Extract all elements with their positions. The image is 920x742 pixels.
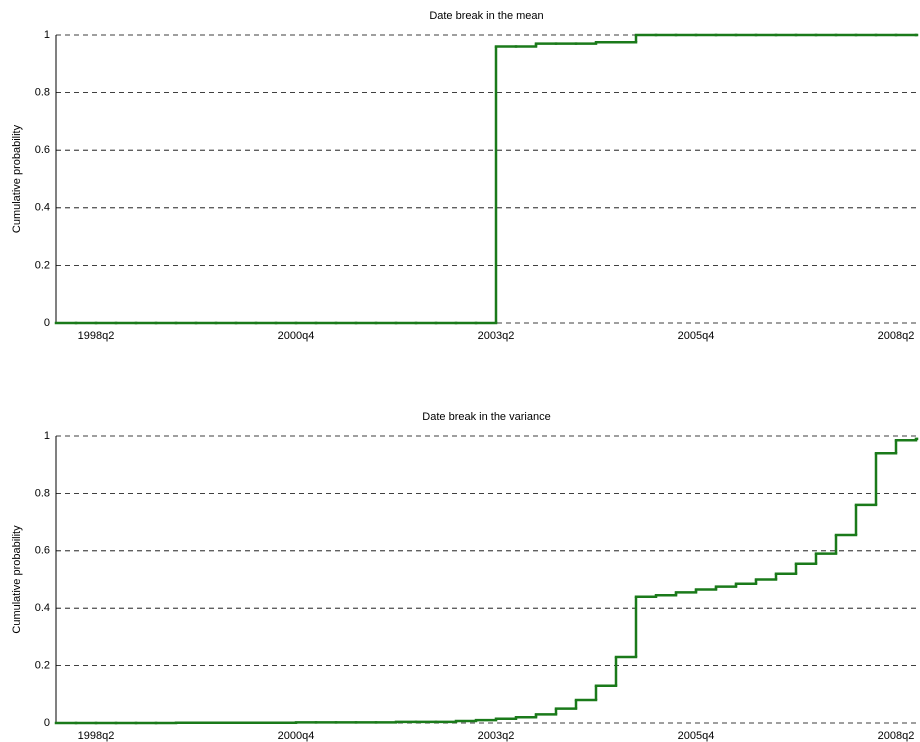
x-tick-label: 2000q4 <box>278 730 315 742</box>
y-tick-label: 0.6 <box>35 545 50 557</box>
x-tick-label: 2003q2 <box>478 730 515 742</box>
x-tick-label: 2008q2 <box>878 330 915 342</box>
x-tick-label: 2003q2 <box>478 330 515 342</box>
y-tick-label: 0 <box>44 317 50 329</box>
y-tick-label: 0.4 <box>35 202 50 214</box>
x-tick-label: 2005q4 <box>678 730 715 742</box>
x-tick-label: 1998q2 <box>78 730 115 742</box>
x-tick-label: 2008q2 <box>878 730 915 742</box>
y-tick-label: 0.6 <box>35 144 50 156</box>
x-tick-label: 2000q4 <box>278 330 315 342</box>
x-tick-label: 2005q4 <box>678 330 715 342</box>
y-tick-label: 1 <box>44 29 50 41</box>
chart-title: Date break in the mean <box>429 10 543 22</box>
y-tick-label: 0.2 <box>35 259 50 271</box>
chart-title: Date break in the variance <box>422 411 550 423</box>
y-tick-label: 1 <box>44 430 50 442</box>
y-axis-label: Cumulative probability <box>11 525 23 634</box>
x-tick-label: 1998q2 <box>78 330 115 342</box>
y-tick-label: 0.8 <box>35 487 50 499</box>
y-tick-label: 0.8 <box>35 87 50 99</box>
y-tick-label: 0.4 <box>35 602 50 614</box>
y-tick-label: 0.2 <box>35 660 50 672</box>
y-tick-label: 0 <box>44 717 50 729</box>
y-axis-label: Cumulative probability <box>11 124 23 233</box>
